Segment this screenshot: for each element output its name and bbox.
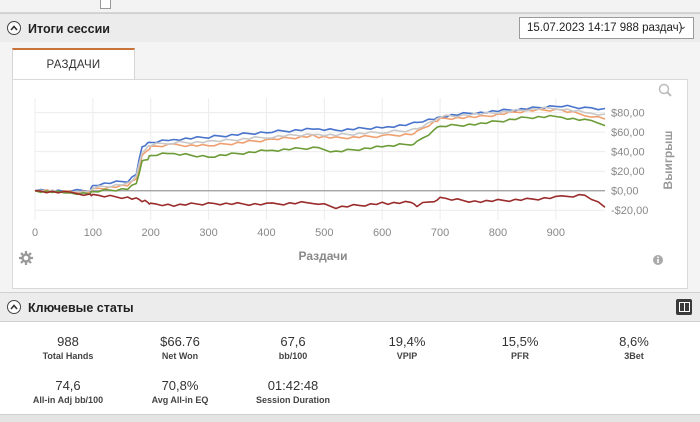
- winnings-chart: 0 100 200 300 400 500 600 700 800 900 $80,00 $60,0…: [12, 79, 688, 289]
- auto-save-checkbox[interactable]: [100, 0, 111, 9]
- series-line: [34, 104, 606, 193]
- session-summary-title: Итоги сессии: [28, 22, 110, 36]
- x-tick-label: 600: [373, 227, 391, 239]
- x-tick-label: 100: [84, 227, 102, 239]
- y-tick-labels: $80,00 $60,00 $40,00 $20,00 $0,00 -$20,00: [611, 108, 648, 218]
- stat-net-won: $66.76 Net Won: [130, 334, 230, 361]
- stat-label: Session Duration: [255, 395, 330, 405]
- stat-value: 15,5%: [501, 334, 539, 349]
- top-toolbar-strip: [0, 0, 700, 13]
- collapse-session-button[interactable]: [7, 21, 21, 35]
- stat-session-duration: 01:42:48 Session Duration: [243, 378, 343, 405]
- x-tick-label: 0: [32, 227, 38, 239]
- y-tick-label: $0,00: [611, 186, 639, 198]
- chart-grid: [34, 98, 605, 220]
- collapse-stats-button[interactable]: [7, 300, 21, 314]
- layout-toggle-icon[interactable]: [676, 299, 692, 315]
- stat-value: $66.76: [160, 334, 200, 349]
- session-select[interactable]: 15.07.2023 14:17 988 раздач) ⌄: [519, 17, 694, 39]
- x-axis-label: Раздачи: [299, 249, 348, 263]
- y-tick-label: $80,00: [611, 108, 645, 120]
- info-icon[interactable]: [653, 255, 663, 265]
- stat-vpip: 19,4% VPIP: [357, 334, 457, 361]
- stat-value: 01:42:48: [267, 378, 319, 393]
- stat-label: Avg All-in EQ: [151, 395, 209, 405]
- stat-label: PFR: [511, 351, 529, 361]
- key-stats-header: Ключевые статы: [0, 292, 700, 322]
- x-tick-label: 200: [142, 227, 160, 239]
- stat-label: All-in Adj bb/100: [32, 395, 104, 405]
- y-tick-label: $40,00: [611, 147, 645, 159]
- x-tick-label: 900: [547, 227, 565, 239]
- stat-3bet: 8,6% 3Bet: [584, 334, 684, 361]
- series-line: [34, 108, 606, 194]
- x-tick-label: 700: [431, 227, 449, 239]
- key-stats-title: Ключевые статы: [28, 301, 134, 315]
- key-stats-grid: 988 Total Hands $66.76 Net Won 67,6 bb/1…: [0, 322, 700, 421]
- chart-svg: 0 100 200 300 400 500 600 700 800 900 $80,00 $60,0…: [19, 83, 675, 265]
- stat-bb100: 67,6 bb/100: [243, 334, 343, 361]
- stat-value: 988: [57, 334, 79, 349]
- zoom-icon[interactable]: [658, 83, 672, 97]
- session-summary-header: Итоги сессии 15.07.2023 14:17 988 раздач…: [0, 13, 700, 43]
- chevron-down-icon: ⌄: [678, 21, 687, 32]
- stat-label: 3Bet: [624, 351, 644, 361]
- gear-icon[interactable]: [19, 251, 33, 265]
- y-tick-label: $60,00: [611, 127, 645, 139]
- y-tick-label: $20,00: [611, 166, 645, 178]
- stat-value: 67,6: [280, 334, 306, 349]
- stat-label: VPIP: [396, 351, 418, 361]
- stat-avg-allin-eq: 70,8% Avg All-in EQ: [130, 378, 230, 405]
- series-line: [34, 106, 606, 194]
- x-tick-label: 400: [257, 227, 275, 239]
- chevron-up-icon: [10, 25, 18, 31]
- y-tick-label: -$20,00: [611, 205, 648, 217]
- stat-allin-adj-bb100: 74,6 All-in Adj bb/100: [18, 378, 118, 405]
- x-tick-label: 800: [489, 227, 507, 239]
- x-tick-label: 300: [199, 227, 217, 239]
- stat-value: 19,4%: [388, 334, 426, 349]
- series-line: [34, 114, 606, 196]
- tab-hands[interactable]: РАЗДАЧИ: [12, 48, 135, 79]
- stat-value: 74,6: [55, 378, 81, 393]
- stat-label: bb/100: [278, 351, 308, 361]
- stat-value: 8,6%: [619, 334, 649, 349]
- session-select-value: 15.07.2023 14:17 988 раздач): [527, 22, 683, 34]
- x-tick-label: 500: [315, 227, 333, 239]
- session-panel: РАЗДАЧИ 0 100 200 300 400 500 600 700 800 900 $80…: [0, 42, 700, 292]
- stat-label: Net Won: [161, 351, 199, 361]
- chart-lines: [34, 104, 606, 210]
- stat-value: 70,8%: [161, 378, 199, 393]
- stat-label: Total Hands: [42, 351, 94, 361]
- series-line: [34, 189, 606, 210]
- chevron-up-icon: [10, 304, 18, 310]
- x-tick-labels: 0 100 200 300 400 500 600 700 800 900: [32, 227, 565, 239]
- y-axis-label: Выигрыш: [661, 131, 675, 190]
- bottom-edge: [0, 414, 700, 422]
- stat-pfr: 15,5% PFR: [470, 334, 570, 361]
- stat-total-hands: 988 Total Hands: [18, 334, 118, 361]
